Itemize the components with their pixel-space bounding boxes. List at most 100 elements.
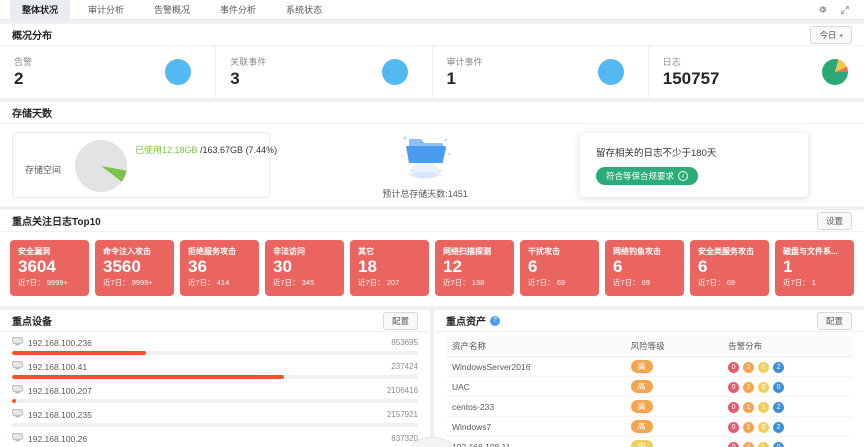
info-icon: i (678, 171, 689, 181)
asset-name: WindowsServer2016 (446, 356, 625, 377)
device-icon (12, 337, 28, 348)
risk-badge: 高 (630, 380, 653, 393)
device-icon (12, 385, 28, 396)
devices-title: 重点设备 (12, 317, 52, 328)
column-alert-distribution: 告警分布 (722, 336, 852, 357)
top10-card[interactable]: 网络扫描探测 12 近7日： 138 (435, 240, 514, 296)
assets-title: 重点资产 (446, 317, 486, 328)
storage-usage-pie-chart (75, 140, 127, 192)
key-devices-panel: 重点设备 配置 192.168.100.236 853695 192.168.1… (0, 310, 430, 447)
alerts-circle-icon (165, 59, 192, 85)
top10-card[interactable]: 拒绝服务攻击 36 近7日： 414 (180, 240, 259, 296)
device-row[interactable]: 192.168.100.236 853695 (12, 336, 418, 355)
stat-value: 3 (230, 69, 240, 89)
asset-name: UAC (446, 376, 625, 397)
logs-pie-chart-icon (822, 59, 848, 85)
device-count: 837320 (391, 434, 418, 443)
device-ip: 192.168.100.41 (28, 361, 88, 372)
compliance-badge-button[interactable]: 符合等保合规要求 i (596, 167, 699, 185)
events-circle-icon (381, 59, 408, 85)
device-count: 2106416 (386, 386, 418, 395)
date-range-dropdown[interactable]: 今日 ▾ (810, 25, 852, 44)
top10-card[interactable]: 安全漏洞 3604 近7日： 9999+ (10, 240, 89, 296)
device-count: 237424 (391, 362, 418, 371)
tab-audit-analysis[interactable]: 审计分析 (88, 5, 125, 15)
tab-overall-status[interactable]: 整体状况 (10, 0, 71, 19)
top10-card[interactable]: 其它 18 近7日： 207 (350, 240, 429, 296)
tab-alert-overview[interactable]: 告警概况 (154, 5, 191, 15)
top10-card[interactable]: 磁盘与文件系... 1 近7日： 1 (775, 240, 854, 296)
overview-title: 概况分布 (12, 31, 52, 42)
risk-badge: 高 (630, 420, 653, 433)
stat-logs[interactable]: 日志 150757 (649, 46, 864, 98)
stat-value: 1 (446, 69, 456, 89)
stat-label: 告警 (14, 57, 33, 68)
asset-name: centos-233 (446, 396, 625, 417)
tab-system-status[interactable]: 系统状态 (286, 5, 323, 15)
top10-card[interactable]: 干扰攻击 6 近7日： 69 (520, 240, 599, 296)
assets-config-button[interactable]: 配置 (816, 311, 852, 330)
device-row[interactable]: 192.168.100.26 837320 (12, 432, 418, 447)
stat-correlated-events[interactable]: 关联事件 3 (216, 46, 433, 98)
device-count: 2157921 (386, 410, 418, 419)
audit-circle-icon (597, 59, 624, 85)
top10-title: 重点关注日志Top10 (12, 217, 101, 228)
storage-space-label: 存储空间 (25, 165, 62, 175)
top10-card[interactable]: 非法访问 30 近7日： 345 (265, 240, 344, 296)
stat-label: 日志 (662, 57, 681, 68)
compliance-card: 留存相关的日志不少于180天 符合等保合规要求 i (580, 133, 808, 197)
device-ip: 192.168.100.236 (28, 337, 92, 348)
storage-space-card: 存储空间 已使用12.18GB /163.67GB (7.44%) (12, 132, 277, 198)
top10-panel: 重点关注日志Top10 设置 安全漏洞 3604 近7日： 9999+ 命令注入… (0, 210, 864, 306)
stat-label: 审计事件 (446, 57, 483, 68)
device-bar (12, 423, 418, 427)
top-tabbar: 整体状况 审计分析 告警概况 事件分析 系统状态 (0, 0, 864, 20)
gear-icon[interactable] (817, 4, 828, 15)
device-icon (12, 361, 28, 372)
fullscreen-expand-icon[interactable] (840, 5, 850, 15)
stat-value: 2 (14, 69, 24, 89)
stat-alerts[interactable]: 告警 2 (0, 46, 217, 98)
device-bar (12, 399, 418, 403)
top10-card[interactable]: 网络钓鱼攻击 6 近7日： 69 (605, 240, 684, 296)
devices-config-button[interactable]: 配置 (382, 311, 418, 330)
stat-value: 150757 (662, 69, 720, 89)
stat-label: 关联事件 (230, 57, 267, 68)
device-icon (12, 409, 28, 420)
asset-name: 192.168.108.11 (446, 436, 625, 447)
stat-audit-events[interactable]: 审计事件 1 (433, 46, 649, 98)
estimated-storage-days-text: 预计总存储天数:1451 (382, 189, 468, 199)
device-ip: 192.168.100.26 (28, 433, 88, 444)
device-ip: 192.168.100.235 (28, 409, 92, 420)
top10-card[interactable]: 安全类服务攻击 6 近7日： 69 (690, 240, 769, 296)
risk-badge: 高 (630, 360, 653, 373)
retention-requirement-text: 留存相关的日志不少于180天 (596, 148, 717, 159)
device-row[interactable]: 192.168.100.235 2157921 (12, 408, 418, 427)
column-risk-level: 风险等级 (624, 336, 723, 357)
top10-settings-button[interactable]: 设置 (816, 211, 852, 230)
device-count: 853695 (391, 338, 418, 347)
folder-illustration-icon (396, 130, 454, 185)
risk-badge: 中 (630, 440, 653, 447)
tab-event-analysis[interactable]: 事件分析 (220, 5, 257, 15)
device-bar (12, 375, 418, 379)
device-bar (12, 351, 418, 355)
device-row[interactable]: 192.168.100.207 2106416 (12, 384, 418, 403)
device-ip: 192.168.100.207 (28, 385, 92, 396)
device-row[interactable]: 192.168.100.41 237424 (12, 360, 418, 379)
key-assets-panel: 重点资产 ? 配置 资产名称 风险等级 告警分布 WindowsServer20… (434, 310, 864, 447)
top10-card[interactable]: 命令注入攻击 3560 近7日： 9999+ (95, 240, 174, 296)
help-icon[interactable]: ? (490, 315, 500, 326)
column-asset-name: 资产名称 (446, 336, 625, 357)
device-icon (12, 433, 28, 444)
